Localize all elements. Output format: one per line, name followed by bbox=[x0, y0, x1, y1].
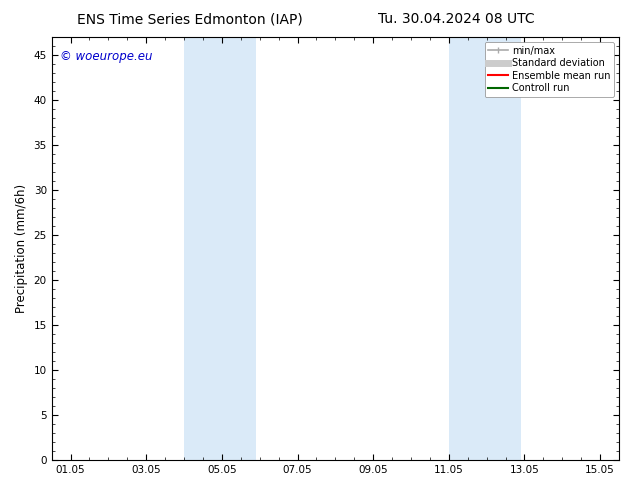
Text: © woeurope.eu: © woeurope.eu bbox=[60, 50, 153, 63]
Legend: min/max, Standard deviation, Ensemble mean run, Controll run: min/max, Standard deviation, Ensemble me… bbox=[484, 42, 614, 97]
Bar bbox=[184, 37, 256, 460]
Text: ENS Time Series Edmonton (IAP): ENS Time Series Edmonton (IAP) bbox=[77, 12, 303, 26]
Bar bbox=[449, 37, 521, 460]
Text: Tu. 30.04.2024 08 UTC: Tu. 30.04.2024 08 UTC bbox=[378, 12, 535, 26]
Y-axis label: Precipitation (mm/6h): Precipitation (mm/6h) bbox=[15, 184, 28, 313]
